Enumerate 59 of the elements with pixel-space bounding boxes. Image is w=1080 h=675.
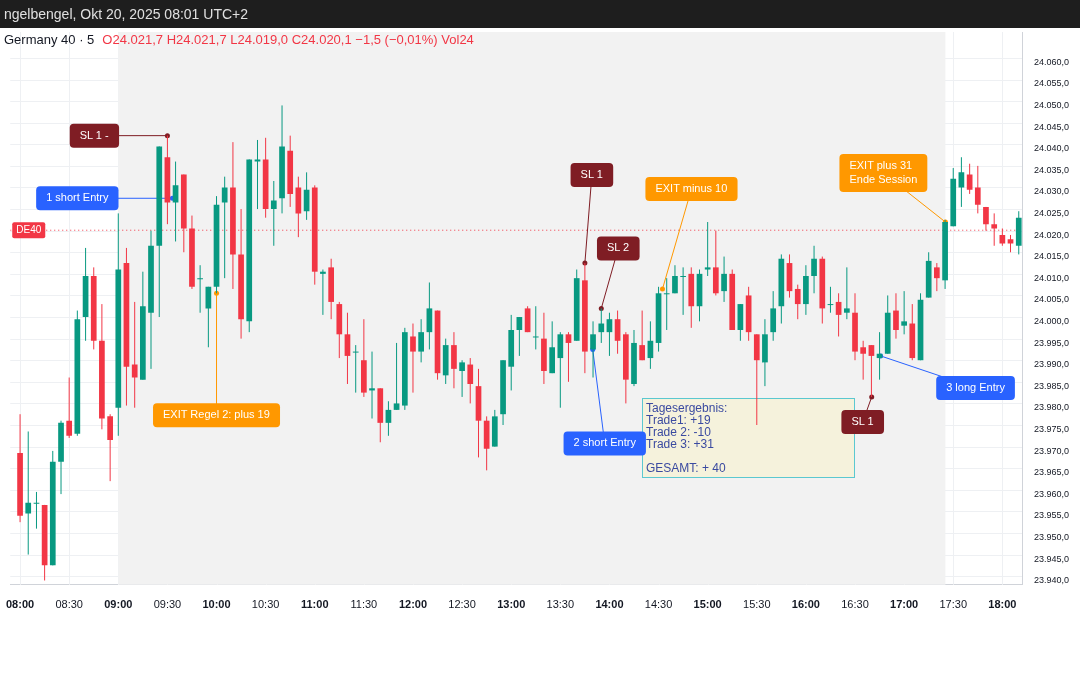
x-tick-label: 13:00 — [497, 598, 526, 611]
y-tick-label: 24.035,0 — [1034, 164, 1070, 175]
x-tick-label: 14:30 — [644, 598, 673, 611]
x-tick-label: 16:00 — [791, 598, 820, 611]
y-tick-label: 24.010,0 — [1034, 272, 1070, 283]
x-tick-label: 12:30 — [448, 598, 476, 611]
annotation: 3 long Entry — [946, 380, 1006, 393]
y-tick-label: 23.965,0 — [1034, 467, 1070, 478]
x-tick-label: 11:00 — [300, 598, 329, 611]
chart-title: Germany 40 · 5 — [4, 32, 95, 47]
x-tick-label: 09:30 — [153, 598, 182, 611]
x-tick-label: 10:30 — [251, 598, 280, 611]
y-tick-label: 24.025,0 — [1034, 208, 1070, 219]
x-tick-label: 17:30 — [939, 598, 968, 611]
x-tick-label: 14:00 — [595, 598, 624, 611]
y-tick-label: 24.050,0 — [1034, 100, 1070, 111]
annotation: 1 short Entry — [46, 191, 109, 204]
y-tick-label: 24.060,0 — [1034, 56, 1070, 67]
y-tick-label: 23.995,0 — [1034, 337, 1070, 348]
annotation: SL 1 — [580, 168, 603, 181]
x-tick-label: 11:30 — [350, 598, 378, 611]
y-tick-label: 23.945,0 — [1034, 553, 1070, 564]
annotation: 2 short Entry — [573, 436, 637, 449]
y-tick-label: 23.985,0 — [1034, 380, 1070, 391]
y-tick-label: 23.980,0 — [1034, 402, 1070, 413]
x-tick-label: 09:00 — [104, 598, 133, 611]
y-tick-label: 24.045,0 — [1034, 121, 1070, 132]
x-tick-label: 10:00 — [202, 598, 231, 611]
chart-subtitle: O24.021,7 H24.021,7 L24.019,0 C24.020,1 −1,5 (−0,01%) Vol24 — [102, 32, 474, 47]
x-tick-label: 18:00 — [988, 598, 1017, 611]
annotation: SL 1 - — [79, 128, 110, 141]
x-tick-label: 12:00 — [398, 598, 428, 611]
y-tick-label: 24.040,0 — [1034, 143, 1070, 154]
annotation: EXIT minus 10 — [655, 182, 728, 194]
y-tick-label: 24.020,0 — [1034, 229, 1070, 240]
y-tick-label: 23.975,0 — [1034, 423, 1070, 434]
y-tick-label: 23.950,0 — [1034, 531, 1070, 542]
annotation: EXIT Regel 2: plus 19 — [163, 408, 270, 421]
ref-line-label: DE40 — [16, 223, 42, 235]
y-tick-label: 23.960,0 — [1034, 488, 1070, 499]
y-tick-label: 23.940,0 — [1034, 575, 1070, 586]
y-tick-label: 24.000,0 — [1034, 316, 1070, 327]
annotation: SL 2 — [606, 241, 630, 254]
y-tick-label: 24.055,0 — [1034, 78, 1070, 89]
annotation: EXIT plus 31 Ende Session — [849, 159, 918, 186]
x-tick-label: 08:30 — [55, 598, 83, 611]
x-tick-label: 08:00 — [6, 598, 35, 611]
x-tick-label: 15:30 — [743, 598, 771, 611]
x-tick-label: 13:30 — [546, 598, 575, 611]
x-tick-label: 17:00 — [890, 598, 919, 611]
x-tick-label: 16:30 — [841, 598, 869, 611]
y-tick-label: 23.970,0 — [1034, 445, 1070, 456]
y-tick-label: 24.015,0 — [1034, 251, 1070, 262]
y-tick-label: 24.030,0 — [1034, 186, 1070, 197]
y-tick-label: 23.955,0 — [1034, 510, 1070, 521]
y-tick-label: 23.990,0 — [1034, 359, 1070, 370]
text: ngelbengel, Okt 20, 2025 08:01 UTC+2 — [0, 0, 1080, 28]
y-tick-label: 24.005,0 — [1034, 294, 1070, 305]
x-tick-label: 15:00 — [693, 598, 722, 611]
